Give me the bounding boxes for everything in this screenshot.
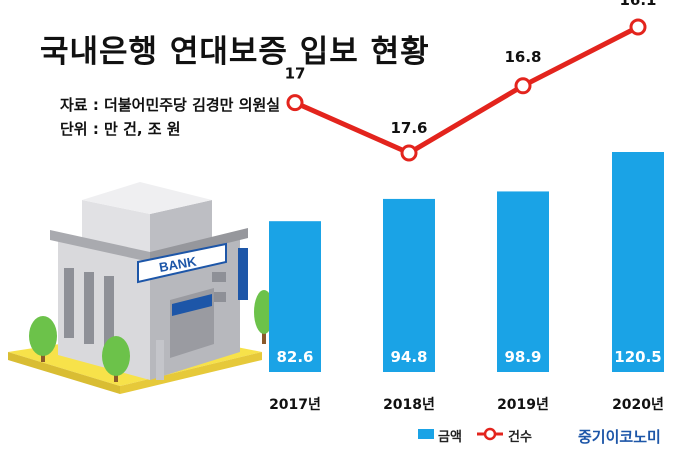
- bar-value-label: 82.6: [276, 348, 313, 366]
- bank-illustration: BANK: [8, 182, 274, 394]
- bar: [269, 221, 321, 372]
- x-tick-label: 2020년: [612, 397, 664, 413]
- x-tick-label: 2018년: [383, 397, 435, 413]
- legend-bar-swatch: [418, 429, 434, 439]
- x-tick-label: 2019년: [497, 397, 549, 413]
- count-value-label: 16.8: [504, 48, 541, 66]
- bar: [383, 198, 435, 372]
- legend-line-marker: [483, 427, 497, 441]
- bar-value-label: 120.5: [614, 348, 661, 366]
- tree-mid: [102, 336, 130, 382]
- count-value-label: 17: [285, 65, 306, 83]
- count-point: [400, 144, 418, 162]
- tree-left: [29, 316, 57, 362]
- count-series-line: [293, 24, 640, 156]
- legend-line-label: 건수: [508, 430, 532, 445]
- count-point: [286, 94, 304, 112]
- count-value-label: 17.6: [390, 119, 427, 137]
- count-point: [514, 77, 532, 95]
- bar: [612, 152, 664, 372]
- bank-sign-text: BANK: [158, 254, 198, 275]
- unit-note: 단위 : 만 건, 조 원: [60, 120, 181, 138]
- bar-value-label: 94.8: [390, 348, 427, 366]
- bar-value-label: 98.9: [504, 348, 541, 366]
- bar: [497, 191, 549, 372]
- brand-logo: 중기이코노미: [578, 428, 661, 446]
- count-point: [629, 18, 647, 36]
- legend-bar-label: 금액: [438, 430, 462, 445]
- x-tick-label: 2017년: [269, 397, 321, 413]
- source-note: 자료 : 더불어민주당 김경만 의원실: [60, 96, 281, 114]
- count-value-label: 16.1: [619, 0, 656, 9]
- chart-title: 국내은행 연대보증 입보 현황: [40, 34, 430, 70]
